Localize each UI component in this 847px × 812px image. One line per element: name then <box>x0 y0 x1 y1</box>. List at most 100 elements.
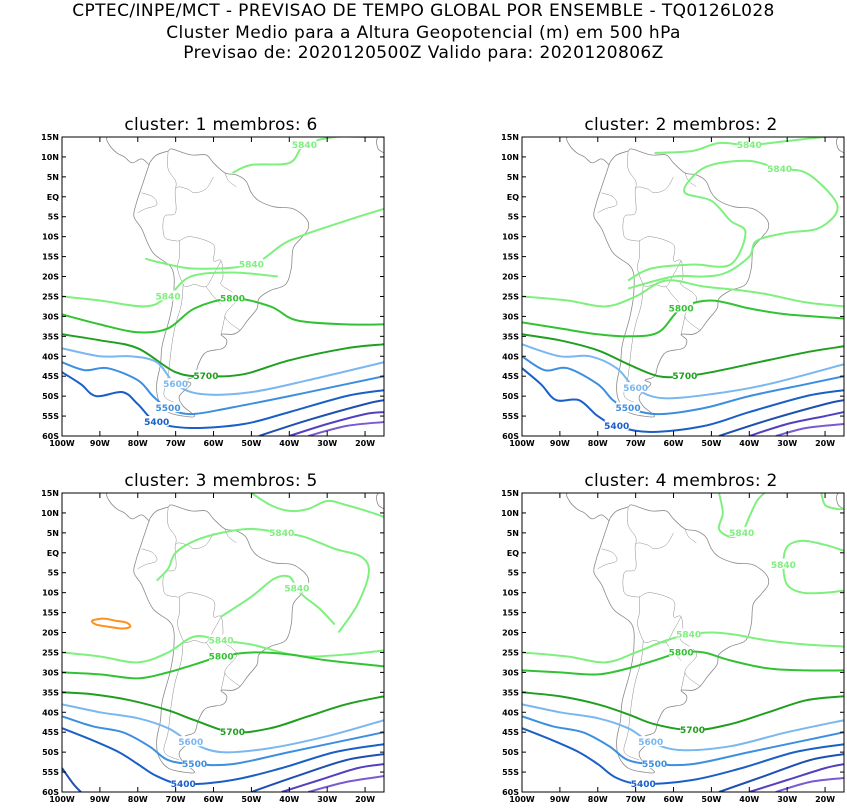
y-tick-label: 5N <box>507 173 519 182</box>
country-border <box>637 596 682 644</box>
contour-5300 <box>718 399 844 436</box>
y-tick-label: 30S <box>502 668 519 677</box>
contour-label-5840: 5840 <box>239 261 264 271</box>
contour-label-bg <box>209 650 234 661</box>
y-tick-label: 60S <box>42 432 59 441</box>
contour-5300 <box>258 399 384 436</box>
y-tick-label: 45S <box>42 728 59 737</box>
header-title-line-3: Previsao de: 2020120500Z Valido para: 20… <box>183 43 664 63</box>
y-tick-label: 15N <box>501 133 519 142</box>
contour-label-5600: 5600 <box>163 380 188 390</box>
y-tick-label: 45S <box>502 372 519 381</box>
country-border <box>137 548 158 569</box>
x-tick-label: 50W <box>701 795 721 804</box>
x-tick-label: 90W <box>90 795 110 804</box>
y-tick-label: 40S <box>502 708 519 717</box>
country-border <box>163 284 184 405</box>
contour-5400 <box>62 727 384 786</box>
y-tick-label: 25S <box>42 292 59 301</box>
y-tick-label: 35S <box>502 688 519 697</box>
x-tick-label: 30W <box>317 795 337 804</box>
contour-5500 <box>62 715 384 767</box>
contour-5840 <box>250 493 384 518</box>
country-border <box>224 528 237 544</box>
y-tick-label: 10S <box>502 589 519 598</box>
x-tick-label: 80W <box>128 439 148 448</box>
contour-5400 <box>522 727 844 786</box>
contour-label-5400: 5400 <box>631 780 656 790</box>
contour-label-bg <box>638 736 663 747</box>
contour-label-bg <box>171 778 196 789</box>
y-tick-label: 15N <box>41 489 59 498</box>
contour-label-bg <box>631 778 656 789</box>
contour-label-bg <box>737 139 762 149</box>
contour-5700 <box>522 691 844 732</box>
y-tick-label: 5N <box>47 173 59 182</box>
contour-5840 <box>145 207 384 270</box>
contour-5200 <box>748 763 844 792</box>
y-tick-label: 10N <box>501 153 519 162</box>
y-tick-label: 40S <box>42 352 59 361</box>
plot-frame <box>61 136 385 437</box>
contour-label-5840: 5840 <box>292 141 317 151</box>
y-tick-label: 50S <box>502 392 519 401</box>
x-tick-label: 60W <box>204 439 224 448</box>
country-border <box>162 176 241 331</box>
contour-label-5800: 5800 <box>669 304 694 314</box>
x-tick-label: 70W <box>626 439 646 448</box>
y-tick-label: 55S <box>42 412 59 421</box>
contour-label-bg <box>220 292 245 303</box>
y-tick-label: 55S <box>42 768 59 777</box>
y-tick-label: 35S <box>42 688 59 697</box>
country-border <box>680 316 686 335</box>
contour-5700 <box>522 333 844 379</box>
y-tick-label: 40S <box>502 352 519 361</box>
contour-label-bg <box>669 646 694 657</box>
contour-5800 <box>522 299 844 338</box>
y-tick-label: 15N <box>41 133 59 142</box>
contour-5800 <box>62 297 384 334</box>
country-border <box>220 316 226 335</box>
panel-cluster-3: cluster: 3 membros: 5 5840 5840 5840 5800 57… <box>0 472 400 804</box>
contour-label-5840: 5840 <box>209 637 234 647</box>
contour-5600 <box>62 347 384 396</box>
contour-5700 <box>62 691 384 734</box>
x-tick-label: 100W <box>49 439 75 448</box>
contour-5300 <box>251 753 384 792</box>
panel-cluster-2: cluster: 2 membros: 2 5840 5840 5800 5700 56… <box>460 116 847 448</box>
country-border <box>627 150 637 189</box>
country-border <box>220 672 226 691</box>
x-tick-label: 100W <box>509 795 535 804</box>
contour-label-bg <box>239 258 264 269</box>
y-tick-label: 50S <box>42 748 59 757</box>
plot-area: 5840 5840 5840 5800 5700 5600 5500 5400 <box>522 493 844 792</box>
contour-label-5840: 5840 <box>284 585 309 595</box>
y-tick-label: 10N <box>501 509 519 518</box>
contour-5500 <box>62 361 384 416</box>
y-tick-label: 25S <box>502 292 519 301</box>
panel-cluster-4: cluster: 4 membros: 2 5840 5840 5840 5800 57… <box>460 472 847 804</box>
y-tick-label: 10S <box>502 233 519 242</box>
x-tick-label: 60W <box>204 795 224 804</box>
contour-5100 <box>775 423 844 436</box>
y-tick-label: 5S <box>48 213 60 222</box>
y-tick-label: 35S <box>42 332 59 341</box>
contour-label-5840: 5840 <box>676 631 701 641</box>
x-tick-label: 80W <box>588 795 608 804</box>
coastline-south-america <box>133 148 310 418</box>
y-tick-label: 15N <box>501 489 519 498</box>
contour-label-5700: 5700 <box>220 728 245 738</box>
contour-label-bg <box>676 628 701 639</box>
contour-label-5840: 5840 <box>767 165 792 175</box>
contour-5300 <box>718 753 844 792</box>
y-tick-label: 15S <box>42 609 59 618</box>
y-tick-label: 60S <box>502 432 519 441</box>
contour-label-5840: 5840 <box>269 529 294 539</box>
contour-5880 <box>90 617 132 630</box>
country-border <box>622 176 701 331</box>
contour-5200 <box>288 411 384 436</box>
contour-label-5600: 5600 <box>178 738 203 748</box>
x-tick-label: 50W <box>241 439 261 448</box>
contour-label-5800: 5800 <box>209 652 234 662</box>
contour-label-5400: 5400 <box>604 422 629 432</box>
